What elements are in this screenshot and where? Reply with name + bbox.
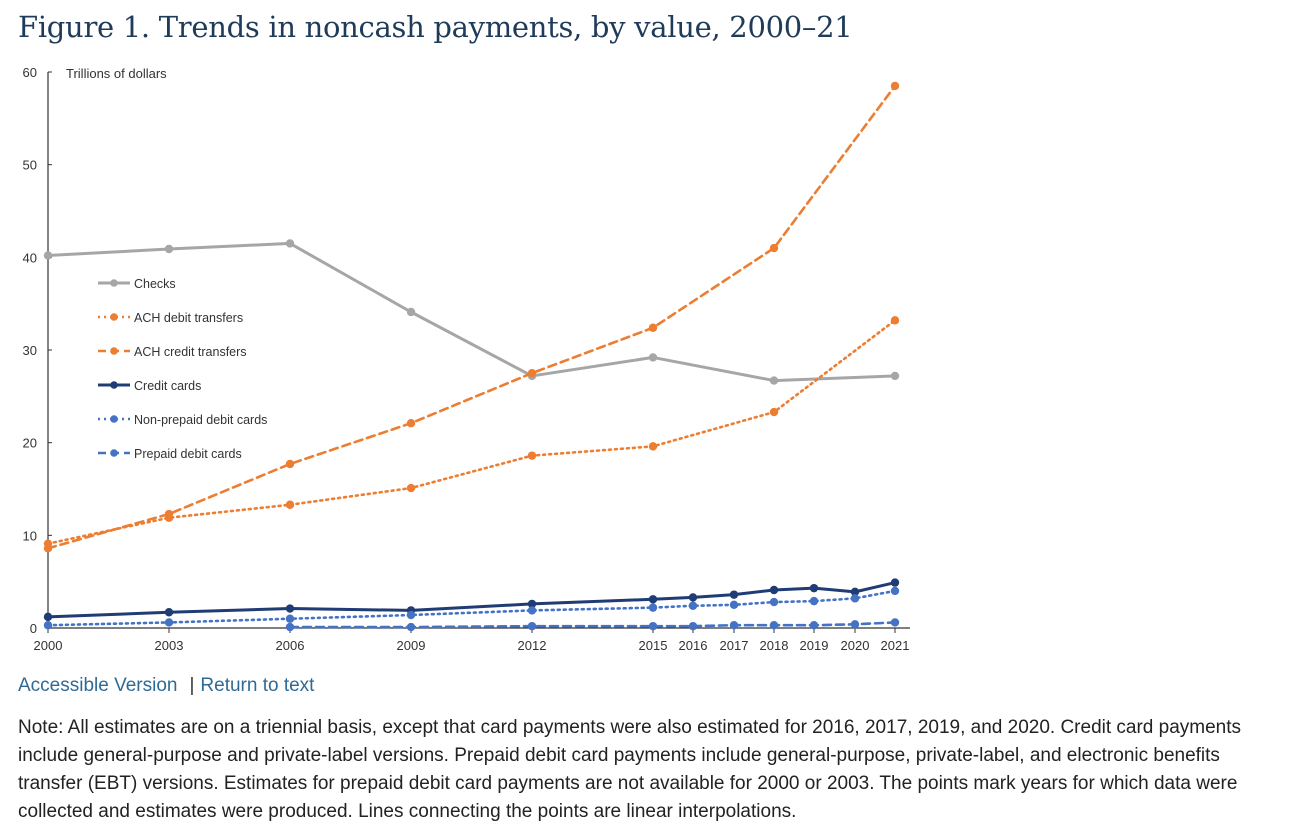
x-tick-label: 2017 (720, 638, 749, 653)
legend-marker (110, 313, 118, 321)
data-point (285, 622, 295, 632)
data-point (285, 604, 295, 613)
data-point (406, 610, 416, 620)
legend-marker (110, 449, 118, 457)
data-point (648, 595, 658, 604)
y-tick-label: 60 (23, 65, 37, 80)
data-point (890, 371, 900, 381)
accessible-version-link[interactable]: Accessible Version (18, 675, 178, 696)
data-point (769, 585, 779, 595)
y-tick-label: 20 (23, 436, 37, 451)
legend-label: Prepaid debit cards (134, 447, 242, 461)
y-axis-label: Trillions of dollars (66, 66, 167, 81)
data-point (809, 596, 819, 606)
data-point (164, 608, 174, 617)
series-line-5 (288, 621, 897, 629)
data-point (729, 621, 739, 630)
y-tick-label: 30 (23, 343, 37, 358)
data-point (285, 239, 295, 248)
data-point (406, 419, 416, 428)
data-point (688, 593, 698, 602)
data-point (890, 578, 900, 587)
data-point (688, 621, 698, 631)
x-tick-label: 2009 (397, 638, 426, 653)
series-line-3 (46, 581, 897, 619)
data-point (43, 612, 53, 622)
data-point (648, 323, 658, 332)
data-point (648, 603, 658, 612)
legend-marker (110, 347, 118, 355)
legend-label: ACH debit transfers (134, 311, 243, 325)
legend-marker (110, 381, 118, 389)
data-point (809, 621, 819, 630)
x-tick-label: 2015 (639, 638, 668, 653)
data-point (43, 544, 53, 553)
link-separator: | (189, 675, 195, 696)
data-point (527, 621, 537, 631)
data-point (406, 483, 416, 493)
series-line-4 (46, 589, 897, 627)
data-point (406, 622, 416, 632)
data-point (769, 597, 779, 607)
line-chart: 0 10 20 30 40 50 60 Trillions of dollars 2000 200… (23, 65, 910, 653)
links-bar: Accessible Version | Return to text (18, 675, 314, 697)
data-point (850, 620, 860, 629)
data-point (648, 621, 658, 631)
data-point (164, 244, 174, 254)
legend-marker (110, 415, 118, 423)
chart-note: Note: All estimates are on a triennial b… (18, 717, 1242, 822)
x-tick-label: 2018 (760, 638, 789, 653)
data-point (729, 590, 739, 599)
x-tick-label: 2012 (518, 638, 547, 653)
y-tick-label: 10 (23, 528, 37, 543)
data-point (43, 621, 53, 630)
x-tick-label: 2003 (155, 638, 184, 653)
data-point (164, 618, 174, 627)
series-line-0 (46, 241, 897, 383)
x-tick-label: 2000 (34, 638, 63, 653)
legend-label: ACH credit transfers (134, 345, 247, 359)
data-point (648, 353, 658, 362)
figure-title: Figure 1. Trends in noncash payments, by… (18, 10, 853, 44)
x-tick-label: 2021 (881, 638, 910, 653)
data-point (527, 451, 537, 460)
data-point (769, 621, 779, 630)
data-point (890, 81, 900, 91)
x-tick-label: 2006 (276, 638, 305, 653)
series-line-1 (46, 319, 897, 545)
data-point (850, 594, 860, 603)
x-tick-label: 2019 (800, 638, 829, 653)
y-tick-label: 40 (23, 250, 37, 265)
data-point (527, 368, 537, 378)
data-point (285, 614, 295, 623)
data-point (769, 376, 779, 385)
legend-marker (110, 279, 118, 287)
legend-label: Credit cards (134, 379, 201, 393)
y-tick-label: 50 (23, 158, 37, 173)
data-point (527, 606, 537, 615)
series-line-2 (46, 84, 897, 550)
x-tick-label: 2020 (841, 638, 870, 653)
data-point (688, 601, 698, 610)
y-tick-label: 0 (30, 621, 37, 636)
data-point (729, 600, 739, 610)
data-point (890, 618, 900, 627)
data-point (285, 500, 295, 509)
data-point (890, 316, 900, 325)
x-tick-label: 2016 (679, 638, 708, 653)
legend-label: Non-prepaid debit cards (134, 413, 267, 427)
data-point (164, 509, 174, 519)
data-point (809, 583, 819, 593)
data-point (850, 587, 860, 597)
data-point (406, 307, 416, 317)
data-point (648, 442, 658, 451)
legend-label: Checks (134, 277, 176, 291)
data-point (769, 407, 779, 417)
return-to-text-link[interactable]: Return to text (200, 675, 315, 696)
data-point (890, 586, 900, 596)
data-point (527, 599, 537, 609)
data-point (769, 243, 779, 253)
data-point (285, 459, 295, 469)
data-point (43, 251, 53, 260)
